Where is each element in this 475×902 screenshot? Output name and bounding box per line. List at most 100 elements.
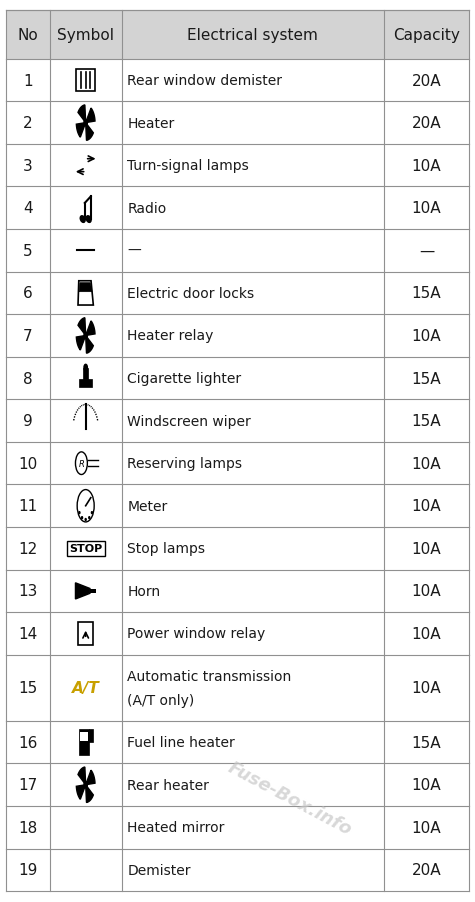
Bar <box>6 357 469 400</box>
Bar <box>6 400 469 442</box>
Text: 2: 2 <box>23 116 32 131</box>
Text: 7: 7 <box>23 328 32 344</box>
Text: Electric door locks: Electric door locks <box>127 287 255 300</box>
Text: 8: 8 <box>23 371 32 386</box>
Polygon shape <box>78 768 86 785</box>
Text: 12: 12 <box>18 541 38 557</box>
Bar <box>76 69 95 92</box>
Bar <box>6 60 469 102</box>
Text: 20A: 20A <box>412 116 441 131</box>
Text: 10A: 10A <box>412 328 441 344</box>
Bar <box>90 590 96 593</box>
Bar <box>6 272 469 315</box>
Bar <box>6 188 469 230</box>
Text: 10A: 10A <box>412 201 441 216</box>
Bar <box>6 230 469 272</box>
Bar <box>89 730 93 742</box>
Polygon shape <box>76 584 90 599</box>
Bar <box>80 732 87 741</box>
Polygon shape <box>86 124 94 142</box>
Ellipse shape <box>86 216 91 223</box>
Text: 6: 6 <box>23 286 33 301</box>
Bar <box>6 655 469 721</box>
Text: Cigarette lighter: Cigarette lighter <box>127 372 241 386</box>
Text: 19: 19 <box>18 862 38 878</box>
Ellipse shape <box>80 216 85 223</box>
Text: 18: 18 <box>18 820 38 835</box>
Text: 15A: 15A <box>412 371 441 386</box>
Text: 15A: 15A <box>412 735 441 750</box>
Bar <box>6 612 469 655</box>
Text: 3: 3 <box>23 159 33 173</box>
Text: 5: 5 <box>23 244 32 259</box>
Bar <box>6 849 469 891</box>
Circle shape <box>84 120 87 126</box>
Circle shape <box>82 517 83 519</box>
Text: STOP: STOP <box>69 544 102 554</box>
Text: Heater: Heater <box>127 116 174 131</box>
Polygon shape <box>76 336 86 351</box>
Text: 10A: 10A <box>412 778 441 792</box>
Text: Electrical system: Electrical system <box>187 28 318 42</box>
Polygon shape <box>76 124 86 138</box>
Bar <box>83 368 88 380</box>
Text: —: — <box>127 244 141 258</box>
Polygon shape <box>86 785 94 803</box>
Text: 10A: 10A <box>412 681 441 695</box>
Text: Reserving lamps: Reserving lamps <box>127 456 242 471</box>
Text: Horn: Horn <box>127 584 161 598</box>
Text: A/T: A/T <box>72 681 100 695</box>
Circle shape <box>79 512 80 514</box>
Text: Rear heater: Rear heater <box>127 778 209 792</box>
Text: 10A: 10A <box>412 499 441 513</box>
Bar <box>6 102 469 144</box>
Bar <box>6 485 469 528</box>
Polygon shape <box>86 109 95 124</box>
Polygon shape <box>78 106 86 124</box>
Text: —: — <box>419 244 434 259</box>
Text: 20A: 20A <box>412 862 441 878</box>
Text: Heater relay: Heater relay <box>127 329 214 343</box>
Text: Fuse-Box.info: Fuse-Box.info <box>225 758 355 839</box>
Text: 10A: 10A <box>412 626 441 641</box>
Text: 15A: 15A <box>412 286 441 301</box>
Text: 11: 11 <box>18 499 38 513</box>
Text: (A/T only): (A/T only) <box>127 693 195 707</box>
Bar <box>6 315 469 357</box>
Text: Rear window demister: Rear window demister <box>127 74 282 87</box>
Bar <box>6 11 469 60</box>
Bar <box>79 380 93 388</box>
Text: 10A: 10A <box>412 820 441 835</box>
Bar <box>6 144 469 188</box>
Circle shape <box>89 517 90 519</box>
Text: 17: 17 <box>18 778 38 792</box>
Text: Automatic transmission: Automatic transmission <box>127 669 292 683</box>
Circle shape <box>91 512 93 514</box>
Text: 13: 13 <box>18 584 38 599</box>
Bar <box>6 806 469 849</box>
Text: Fuel line heater: Fuel line heater <box>127 735 235 750</box>
Polygon shape <box>78 318 86 336</box>
Text: 16: 16 <box>18 735 38 750</box>
Circle shape <box>84 365 87 372</box>
Text: 9: 9 <box>23 414 33 428</box>
Text: 15A: 15A <box>412 414 441 428</box>
Text: R: R <box>78 459 85 468</box>
Text: Windscreen wiper: Windscreen wiper <box>127 414 251 428</box>
Text: Demister: Demister <box>127 863 191 877</box>
Polygon shape <box>76 785 86 799</box>
Text: 10A: 10A <box>412 159 441 173</box>
Text: Power window relay: Power window relay <box>127 627 266 640</box>
Circle shape <box>85 519 86 520</box>
Bar <box>78 622 93 645</box>
Polygon shape <box>86 321 95 336</box>
Text: Stop lamps: Stop lamps <box>127 542 205 556</box>
Text: 10A: 10A <box>412 456 441 471</box>
Polygon shape <box>86 770 95 785</box>
Circle shape <box>84 782 87 788</box>
Bar <box>79 730 89 755</box>
Bar <box>6 528 469 570</box>
Text: Heated mirror: Heated mirror <box>127 821 225 834</box>
Text: 14: 14 <box>18 626 38 641</box>
Text: Symbol: Symbol <box>57 28 114 42</box>
